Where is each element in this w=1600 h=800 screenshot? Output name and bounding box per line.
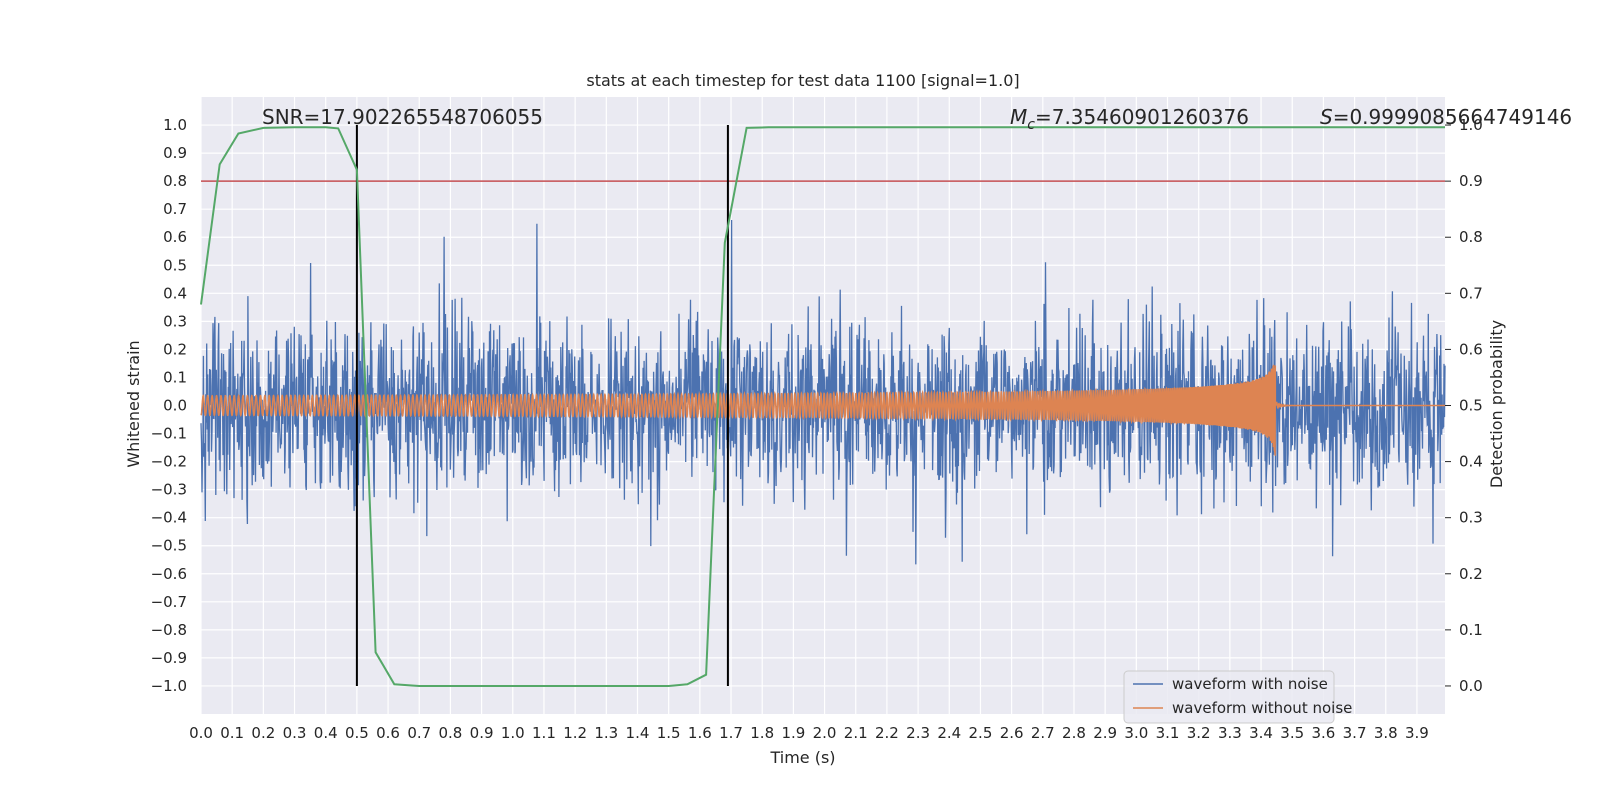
y-tick-label: −0.1 bbox=[151, 425, 187, 443]
y-tick-labels: 1.0 0.9 0.8 0.7 0.6 0.5 0.4 0.3 0.2 0.1 0.0 −0.1 −0.… bbox=[151, 116, 187, 695]
x-tick-label: 0.2 bbox=[251, 724, 275, 742]
x-tick-label: 0.5 bbox=[345, 724, 369, 742]
y2-tick-label: 0.2 bbox=[1459, 565, 1483, 583]
series-waveform-without-noise bbox=[200, 364, 1445, 456]
x-tick-label: 1.6 bbox=[688, 724, 712, 742]
y-tick-label: −0.4 bbox=[151, 509, 187, 527]
x-tick-label: 3.1 bbox=[1156, 724, 1180, 742]
vertical-markers bbox=[355, 125, 729, 686]
legend-label-noise: waveform with noise bbox=[1172, 675, 1328, 693]
y-tick-label: 0.5 bbox=[163, 256, 187, 274]
y2-tick-label: 0.6 bbox=[1459, 340, 1483, 358]
x-axis-label: Time (s) bbox=[769, 748, 835, 767]
x-tick-label: 3.2 bbox=[1187, 724, 1211, 742]
y2-axis-label: Detection probability bbox=[1487, 320, 1506, 488]
y-tick-label: 0.7 bbox=[163, 200, 187, 218]
x-tick-label: 3.9 bbox=[1405, 724, 1429, 742]
legend: waveform with noise waveform without noi… bbox=[1123, 670, 1352, 724]
y2-tick-label: 0.0 bbox=[1459, 677, 1483, 695]
y2-tick-label: 0.5 bbox=[1459, 397, 1483, 415]
y-tick-label: 1.0 bbox=[163, 116, 187, 134]
y-tick-label: −0.7 bbox=[151, 593, 187, 611]
spin-symbol: S bbox=[1320, 105, 1333, 129]
x-tick-label: 3.7 bbox=[1343, 724, 1367, 742]
x-tick-label: 1.7 bbox=[719, 724, 743, 742]
y2-tick-label: 0.9 bbox=[1459, 172, 1483, 190]
y2-tick-label: 1.0 bbox=[1459, 116, 1483, 134]
chirp-mass-value: =7.35460901260376 bbox=[1035, 105, 1249, 129]
x-tick-label: 0.4 bbox=[314, 724, 338, 742]
x-tick-label: 3.6 bbox=[1311, 724, 1335, 742]
y2-tick-label: 0.1 bbox=[1459, 621, 1483, 639]
y-tick-label: 0.3 bbox=[163, 312, 187, 330]
x-tick-label: 2.5 bbox=[969, 724, 993, 742]
x-tick-label: 2.6 bbox=[1000, 724, 1024, 742]
spin-annotation: S=0.9999085664749146 bbox=[1320, 105, 1572, 129]
legend-label-clean: waveform without noise bbox=[1172, 699, 1352, 717]
y-tick-label: −0.3 bbox=[151, 481, 187, 499]
x-tick-label: 1.3 bbox=[594, 724, 618, 742]
x-tick-label: 3.5 bbox=[1280, 724, 1304, 742]
chirp-mass-subscript: c bbox=[1027, 117, 1035, 133]
x-tick-label: 2.0 bbox=[813, 724, 837, 742]
x-tick-label: 0.1 bbox=[220, 724, 244, 742]
x-tick-label: 1.0 bbox=[501, 724, 525, 742]
x-tick-label: 1.8 bbox=[750, 724, 774, 742]
y2-tick-label: 0.4 bbox=[1459, 453, 1483, 471]
spin-value: =0.9999085664749146 bbox=[1333, 105, 1572, 129]
y-tick-label: 0.6 bbox=[163, 228, 187, 246]
x-tick-label: 3.0 bbox=[1124, 724, 1148, 742]
y-axis-label: Whitened strain bbox=[124, 340, 143, 467]
x-tick-label: 1.1 bbox=[532, 724, 556, 742]
x-tick-label: 3.8 bbox=[1374, 724, 1398, 742]
x-tick-label: 0.0 bbox=[189, 724, 213, 742]
y-tick-label: −0.6 bbox=[151, 565, 187, 583]
x-tick-label: 0.8 bbox=[438, 724, 462, 742]
y2-tick-label: 0.8 bbox=[1459, 228, 1483, 246]
x-tick-label: 1.5 bbox=[657, 724, 681, 742]
series-detection-probability bbox=[200, 126, 1445, 687]
y-tick-label: −0.9 bbox=[151, 649, 187, 667]
legend-box bbox=[1123, 670, 1335, 724]
x-tick-label: 3.4 bbox=[1249, 724, 1273, 742]
y-tick-label: −1.0 bbox=[151, 677, 187, 695]
y2-tick-label: 0.7 bbox=[1459, 284, 1483, 302]
y-tick-label: −0.2 bbox=[151, 453, 187, 471]
y-tick-label: 0.9 bbox=[163, 144, 187, 162]
chirp-mass-annotation: Mc=7.35460901260376 bbox=[1010, 105, 1249, 133]
y-tick-label: −0.5 bbox=[151, 537, 187, 555]
y2-tick-labels: 1.0 0.9 0.8 0.7 0.6 0.5 0.4 0.3 0.2 0.1 0.0 bbox=[1445, 116, 1483, 695]
y2-tick-label: 0.3 bbox=[1459, 509, 1483, 527]
x-tick-label: 2.7 bbox=[1031, 724, 1055, 742]
x-tick-label: 0.9 bbox=[470, 724, 494, 742]
x-tick-label: 2.4 bbox=[937, 724, 961, 742]
x-tick-label: 0.7 bbox=[407, 724, 431, 742]
y-tick-label: 0.0 bbox=[163, 397, 187, 415]
x-tick-label: 0.6 bbox=[376, 724, 400, 742]
x-tick-label: 0.3 bbox=[283, 724, 307, 742]
x-tick-label: 3.3 bbox=[1218, 724, 1242, 742]
x-tick-label: 2.1 bbox=[844, 724, 868, 742]
x-tick-label: 2.8 bbox=[1062, 724, 1086, 742]
x-tick-labels: 0.0 0.1 0.2 0.3 0.4 0.5 0.6 0.7 0.8 0.9 1.0 1.1 1.2 1… bbox=[189, 724, 1429, 742]
x-tick-label: 2.2 bbox=[875, 724, 899, 742]
y-tick-label: 0.1 bbox=[163, 368, 187, 386]
x-tick-label: 2.3 bbox=[906, 724, 930, 742]
y-tick-label: 0.8 bbox=[163, 172, 187, 190]
y-tick-label: 0.4 bbox=[163, 284, 187, 302]
x-tick-label: 1.9 bbox=[781, 724, 805, 742]
x-tick-label: 1.4 bbox=[626, 724, 650, 742]
chart-title: stats at each timestep for test data 110… bbox=[586, 71, 1019, 90]
snr-annotation: SNR=17.902265548706055 bbox=[262, 105, 543, 129]
x-tick-label: 2.9 bbox=[1093, 724, 1117, 742]
x-tick-label: 1.2 bbox=[563, 724, 587, 742]
chirp-mass-symbol: M bbox=[1010, 105, 1027, 129]
y-tick-label: 0.2 bbox=[163, 340, 187, 358]
y-tick-label: −0.8 bbox=[151, 621, 187, 639]
chirp-trace bbox=[200, 364, 1445, 456]
probability-trace bbox=[200, 126, 1445, 687]
